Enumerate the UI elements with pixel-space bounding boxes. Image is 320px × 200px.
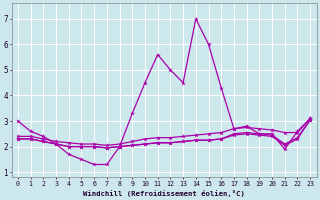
X-axis label: Windchill (Refroidissement éolien,°C): Windchill (Refroidissement éolien,°C) [83,190,245,197]
